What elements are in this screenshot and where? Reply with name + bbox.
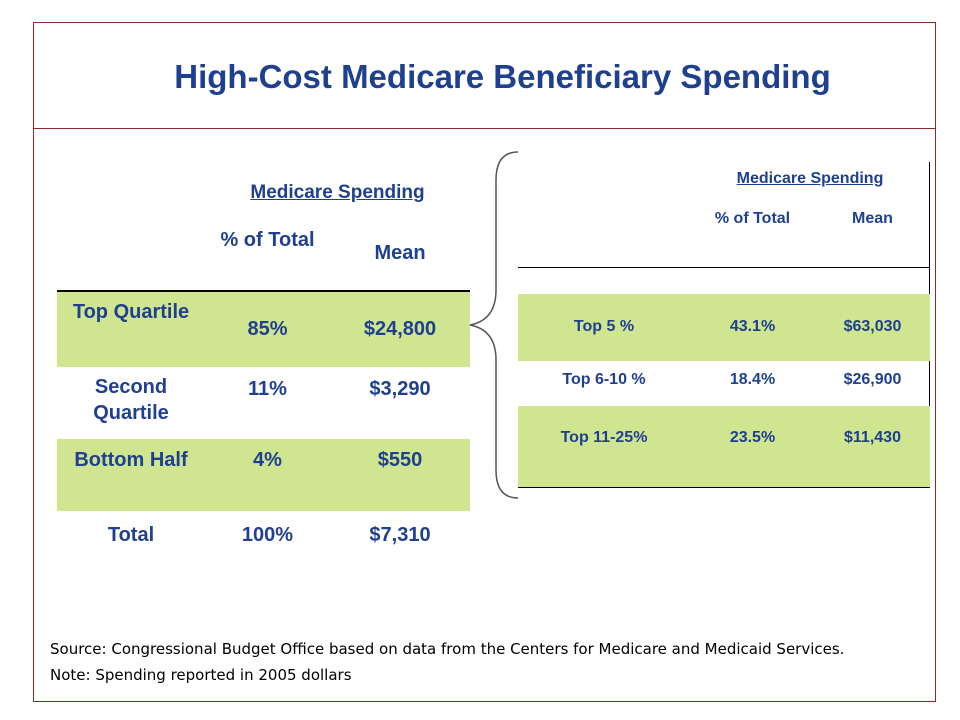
left-col-pct: % of Total: [220, 229, 315, 251]
row-mean: $26,900: [843, 371, 902, 388]
table-row: Total 100% $7,310: [57, 511, 470, 561]
right-group-header: Medicare Spending: [736, 170, 884, 187]
slide-frame: [33, 22, 936, 702]
table-row: Top Quartile 85% $24,800: [57, 292, 470, 367]
row-pct: 85%: [247, 318, 288, 340]
right-col-pct: % of Total: [714, 210, 791, 227]
row-label: Bottom Half: [74, 449, 188, 471]
row-pct: 18.4%: [729, 371, 776, 388]
row-label: Top 5 %: [573, 318, 635, 335]
table-row: Top 6-10 % 18.4% $26,900: [518, 361, 930, 406]
brace-connector: [469, 151, 519, 499]
row-pct: 4%: [253, 449, 282, 471]
row-mean: $7,310: [369, 524, 431, 546]
row-pct: 43.1%: [729, 318, 776, 335]
title-divider: [33, 128, 936, 129]
row-pct: 11%: [248, 378, 287, 400]
slide-title: High-Cost Medicare Beneficiary Spending: [174, 58, 831, 95]
source-note: Source: Congressional Budget Office base…: [50, 640, 845, 658]
header-rule: [518, 267, 930, 268]
row-mean: $550: [377, 449, 423, 471]
left-col-mean: Mean: [374, 242, 426, 264]
row-mean: $11,430: [844, 429, 901, 446]
row-mean: $3,290: [369, 378, 431, 400]
row-pct: 100%: [241, 524, 294, 546]
header-rule: [57, 290, 470, 292]
left-group-header: Medicare Spending: [250, 182, 425, 203]
table-row: Bottom Half 4% $550: [57, 439, 470, 511]
table-row: Top 5 % 43.1% $63,030: [518, 294, 930, 361]
table-row: Top 11-25% 23.5% $11,430: [518, 406, 930, 487]
right-col-mean: Mean: [852, 210, 893, 227]
table-row: Second Quartile 11% $3,290: [57, 367, 470, 439]
footnote: Note: Spending reported in 2005 dollars: [50, 666, 352, 684]
row-mean: $63,030: [843, 318, 902, 335]
row-mean: $24,800: [363, 318, 437, 340]
row-pct: 23.5%: [729, 429, 776, 446]
row-label: Top 6-10 %: [562, 371, 646, 388]
row-label: Total: [107, 524, 155, 546]
row-label: Second Quartile: [93, 376, 169, 424]
row-label: Top Quartile: [72, 301, 190, 323]
row-label: Top 11-25%: [560, 429, 648, 446]
